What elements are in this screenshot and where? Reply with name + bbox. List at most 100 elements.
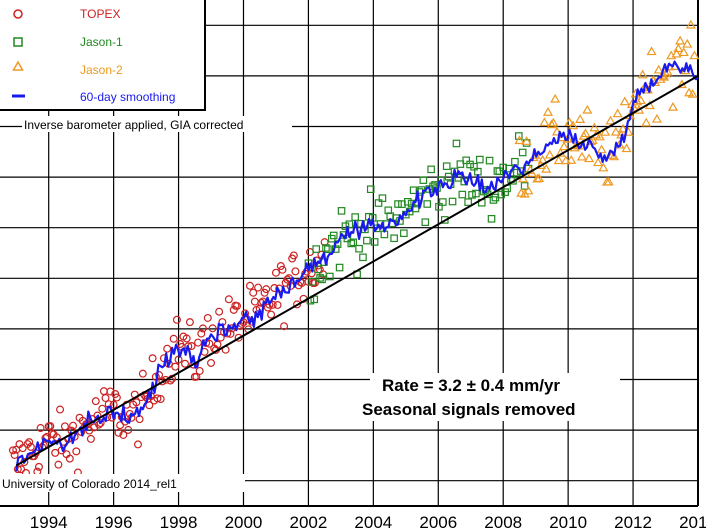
jason1-point (470, 162, 478, 171)
jason1-point (390, 234, 398, 243)
jason2-point (660, 68, 671, 78)
topex-point (145, 401, 154, 410)
topex-point (17, 465, 26, 474)
method-note: Inverse barometer applied, GIA corrected (24, 118, 243, 132)
jason2-point (566, 155, 577, 164)
smoothing-line (15, 60, 699, 472)
jason1-point (324, 245, 332, 254)
topex-point (18, 444, 27, 453)
jason1-point (378, 194, 387, 202)
rate-annotation: Rate = 3.2 ± 0.4 mm/yr (382, 376, 560, 395)
jason1-point (518, 148, 527, 157)
jason2-point (635, 95, 646, 105)
jason1-point (452, 139, 461, 148)
topex-point (138, 369, 147, 378)
jason2-point (594, 131, 605, 141)
topex-point (185, 318, 194, 327)
topex-point (293, 300, 302, 309)
jason2-point (641, 117, 652, 127)
topex-point (119, 430, 128, 439)
topex-point (271, 268, 280, 277)
topex-point (156, 395, 165, 404)
topex-point (172, 315, 181, 324)
legend-entry-jason2: Jason-2 (12, 60, 123, 77)
jason2-point (542, 107, 554, 116)
jason1-point (464, 198, 472, 206)
topex-point (197, 329, 206, 338)
jason2-point (610, 126, 621, 136)
topex-point (72, 447, 81, 456)
circle-marker-icon (13, 9, 23, 19)
jason2-point (612, 108, 623, 118)
jason1-point (419, 176, 428, 184)
topex-point (234, 333, 243, 342)
topex-point (86, 434, 95, 443)
jason2-point (576, 151, 587, 161)
topex-point (289, 251, 298, 260)
jason2-point (637, 69, 648, 79)
topex-point (46, 422, 55, 431)
legend-label-jason1: Jason-1 (80, 35, 123, 49)
topex-point (34, 462, 43, 471)
jason2-point (521, 136, 532, 145)
jason2-point (587, 135, 598, 145)
topex-point (69, 421, 78, 430)
jason2-point (553, 155, 564, 165)
jason1-point (476, 155, 484, 164)
jason2-point (605, 115, 616, 125)
legend-entry-jason1: Jason-1 (13, 35, 123, 49)
jason2-point (534, 173, 545, 183)
x-tick-label: 2000 (225, 513, 263, 532)
trend-line (15, 75, 699, 467)
jason1-point (495, 167, 504, 176)
jason2-point (523, 185, 534, 195)
jason1-point (489, 196, 498, 204)
topex-point (280, 322, 289, 331)
jason2-point (592, 157, 604, 167)
legend-entry-topex: TOPEX (13, 7, 120, 21)
topex-point (56, 405, 65, 414)
topex-point (262, 285, 271, 294)
jason2-point (589, 122, 600, 132)
jason1-point (514, 132, 523, 140)
jason2-point (662, 66, 673, 76)
legend-label-jason2: Jason-2 (80, 63, 123, 77)
jason1-point (363, 236, 371, 245)
topex-point (153, 394, 162, 403)
jason2-point (646, 46, 657, 56)
jason2-point (550, 93, 561, 103)
jason2-point (546, 119, 557, 129)
jason1-point (366, 185, 375, 194)
topex-point (276, 262, 285, 271)
jason1-point (341, 222, 350, 230)
jason2-point (617, 123, 629, 133)
jason1-point (462, 156, 470, 165)
x-tick-label: 2002 (290, 513, 328, 532)
jason2-point (564, 117, 575, 127)
jason2-point (544, 149, 555, 159)
topex-point (232, 302, 241, 311)
jason2-point (567, 120, 579, 130)
jason2-point (678, 47, 689, 57)
topex-point (174, 355, 183, 364)
jason1-point (448, 197, 457, 206)
source-note: University of Colorado 2014_rel1 (2, 477, 177, 491)
jason1-point (456, 160, 465, 168)
legend-label-smoothing: 60-day smoothing (80, 90, 175, 104)
topex-point (8, 446, 17, 455)
jason2-point (598, 162, 609, 172)
x-tick-labels: 1994 1996 1998 2000 2002 2004 2006 2008 2010 2012… (30, 513, 706, 532)
jason2-point (671, 48, 682, 58)
topex-point (91, 397, 100, 406)
jason2-point (575, 114, 586, 123)
square-marker-icon (13, 37, 23, 47)
jason1-point (497, 190, 506, 199)
jason2-point (582, 104, 593, 114)
jason1-point (345, 220, 354, 229)
topex-point (25, 438, 34, 447)
x-tick-label: 1998 (160, 513, 198, 532)
method-note-bg (22, 116, 292, 132)
legend: TOPEX Jason-1 Jason-2 60-day smoothing (0, 0, 206, 111)
topex-point (182, 334, 191, 343)
